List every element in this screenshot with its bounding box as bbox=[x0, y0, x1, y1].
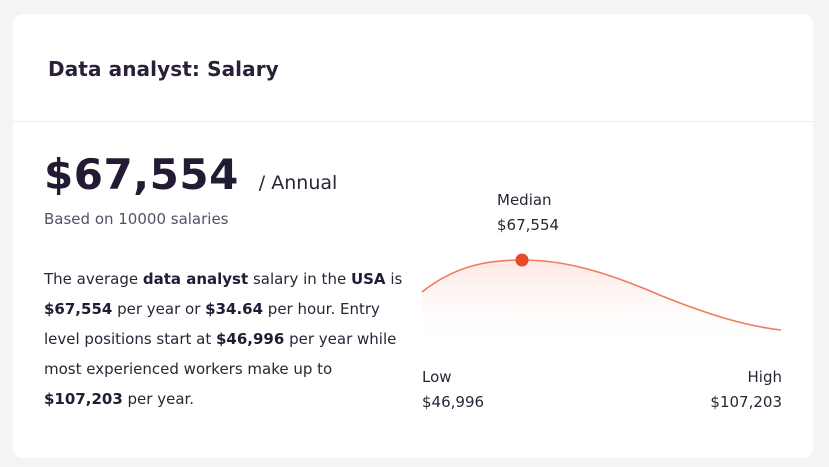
median-marker bbox=[515, 253, 529, 267]
high-label: High bbox=[747, 368, 782, 386]
median-value: $67,554 bbox=[497, 216, 560, 234]
card-header: Data analyst: Salary bbox=[13, 14, 813, 122]
median-label: Median bbox=[497, 191, 552, 209]
salary-card: Data analyst: Salary $67,554 / Annual Ba… bbox=[13, 14, 813, 458]
desc-text-6: per year while most experienced workers … bbox=[44, 330, 397, 378]
desc-job-title: data analyst bbox=[142, 270, 249, 288]
distribution-area bbox=[422, 260, 781, 344]
salary-period: / Annual bbox=[258, 172, 338, 194]
desc-text-1: The average bbox=[44, 270, 143, 288]
desc-hourly-rate: $34.64 bbox=[205, 300, 264, 318]
desc-text-2: salary in the bbox=[248, 270, 351, 288]
desc-text-7: per year. bbox=[122, 390, 195, 408]
salary-amount: $67,554 bbox=[44, 150, 239, 199]
card-title: Data analyst: Salary bbox=[48, 57, 279, 81]
salary-distribution-chart: Median $67,554 Low $46,996 High $107,203 bbox=[421, 184, 782, 424]
salary-description: The average data analyst salary in the U… bbox=[44, 264, 412, 414]
distribution-curve-svg bbox=[421, 253, 782, 344]
desc-entry-salary: $46,996 bbox=[215, 330, 285, 348]
low-label: Low bbox=[422, 368, 452, 386]
desc-text-4: per year or bbox=[112, 300, 206, 318]
high-value: $107,203 bbox=[710, 393, 782, 411]
desc-yearly-salary: $67,554 bbox=[44, 300, 113, 318]
desc-text-5: per hour. Entry level positions start at bbox=[44, 300, 380, 348]
distribution-line bbox=[421, 259, 782, 331]
desc-top-salary: $107,203 bbox=[44, 390, 123, 408]
desc-country: USA bbox=[350, 270, 386, 288]
salary-amount-row: $67,554 / Annual bbox=[44, 150, 337, 199]
low-value: $46,996 bbox=[422, 393, 485, 411]
salary-sample-size: Based on 10000 salaries bbox=[44, 210, 229, 228]
desc-text-3: is bbox=[385, 270, 403, 288]
